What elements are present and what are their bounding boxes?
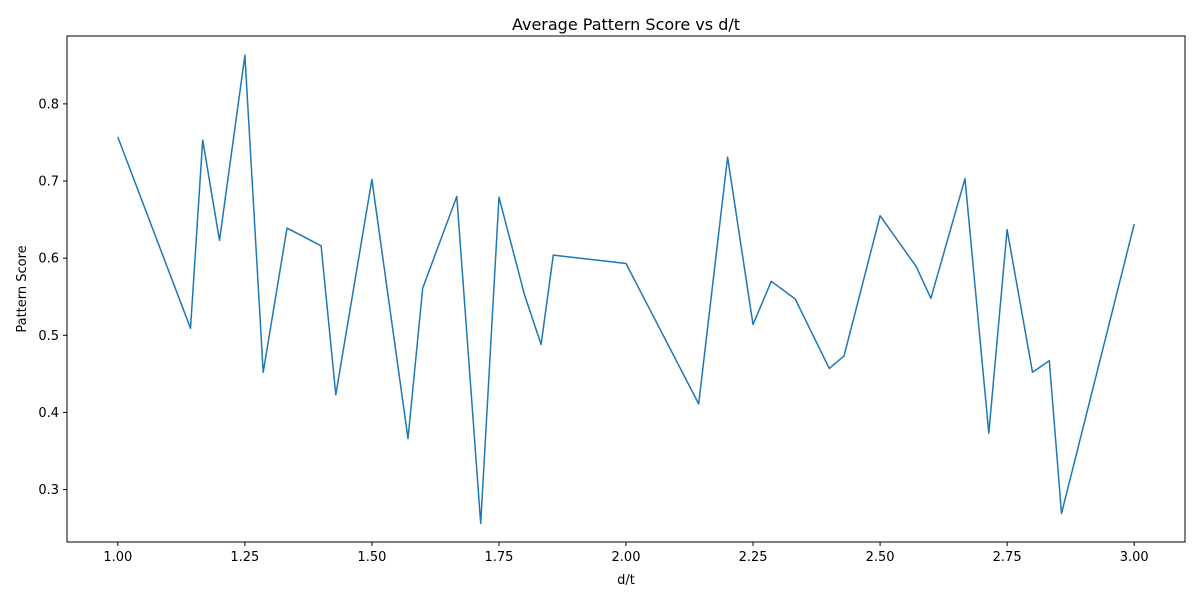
x-tick-label: 2.25 bbox=[739, 550, 768, 565]
y-tick-label: 0.4 bbox=[38, 406, 59, 421]
y-tick-label: 0.8 bbox=[38, 97, 59, 112]
x-tick-label: 2.50 bbox=[866, 550, 895, 565]
x-axis-label: d/t bbox=[617, 573, 635, 588]
x-tick-label: 1.00 bbox=[103, 550, 132, 565]
x-tick-label: 3.00 bbox=[1120, 550, 1149, 565]
y-axis: 0.3 0.4 0.5 0.6 0.7 0.8 bbox=[38, 97, 67, 498]
x-tick-label: 1.50 bbox=[357, 550, 386, 565]
y-axis-label: Pattern Score bbox=[15, 245, 30, 332]
y-tick-label: 0.3 bbox=[38, 483, 59, 498]
x-tick-label: 1.75 bbox=[484, 550, 513, 565]
chart-title: Average Pattern Score vs d/t bbox=[512, 15, 740, 34]
y-tick-label: 0.7 bbox=[38, 175, 59, 190]
x-tick-label: 2.00 bbox=[612, 550, 641, 565]
x-tick-label: 2.75 bbox=[993, 550, 1022, 565]
y-tick-label: 0.6 bbox=[38, 252, 59, 267]
series-line-0 bbox=[117, 54, 1135, 525]
x-axis: 1.00 1.25 1.50 1.75 2.00 2.25 2.50 2.75 3.00 bbox=[103, 542, 1149, 565]
y-tick-label: 0.5 bbox=[38, 329, 59, 344]
x-tick-label: 1.25 bbox=[230, 550, 259, 565]
plot-area bbox=[66, 35, 1186, 543]
